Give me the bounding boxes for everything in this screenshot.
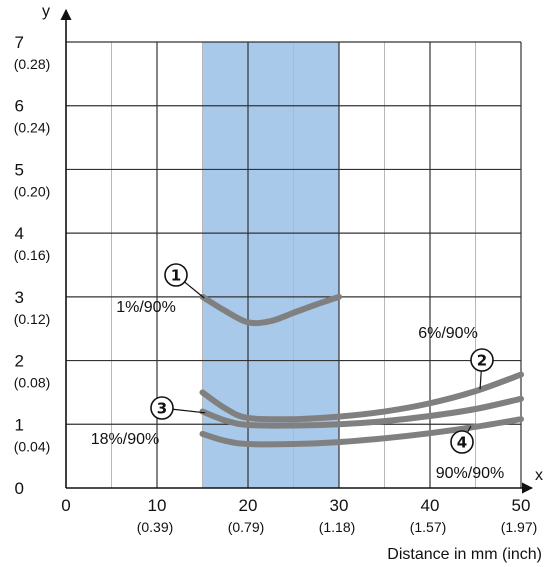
y-tick-sublabel: (0.24) bbox=[14, 120, 51, 136]
x-tick-sublabel: (1.18) bbox=[319, 519, 356, 535]
y-tick-sublabel: (0.08) bbox=[14, 375, 51, 391]
series-line-3 bbox=[199, 395, 524, 429]
axes-layer: 0 10(0.39)20(0.79)30(1.18)40(1.57)50(1.97… bbox=[14, 8, 538, 535]
highlight-band bbox=[202, 42, 339, 488]
callout-circle-1 bbox=[164, 263, 188, 287]
x-tick-sublabel: (0.39) bbox=[137, 519, 174, 535]
series-label-4: 90%/90% bbox=[436, 465, 505, 482]
callout-circle-2 bbox=[470, 348, 494, 372]
y-tick-label: 5 bbox=[15, 160, 24, 179]
x-tick-label: 20 bbox=[239, 496, 258, 515]
callout-circle-3 bbox=[150, 396, 174, 420]
series-label-2: 6%/90% bbox=[418, 325, 478, 342]
x-axis-letter: x bbox=[535, 467, 543, 484]
series-label-1: 1%/90% bbox=[116, 299, 176, 316]
series-line-2 bbox=[199, 371, 524, 423]
series-line-1 bbox=[199, 293, 342, 327]
x-tick-label: 30 bbox=[330, 496, 349, 515]
callout-number-3: 3 bbox=[157, 400, 167, 418]
callout-leader-2 bbox=[479, 370, 482, 390]
y-tick-sublabel: (0.04) bbox=[14, 438, 51, 454]
x-tick-label: 10 bbox=[148, 496, 167, 515]
y-tick-label: 0 bbox=[15, 479, 24, 498]
y-tick-label: 4 bbox=[15, 224, 24, 243]
x-tick-sublabel: (0.79) bbox=[228, 519, 265, 535]
x-tick-label: 0 bbox=[61, 496, 70, 515]
series-line-4 bbox=[199, 416, 524, 448]
callout-leader-1 bbox=[184, 281, 205, 299]
callout-number-4: 4 bbox=[457, 434, 467, 452]
y-axis-letter: y bbox=[42, 3, 50, 20]
y-tick-label: 7 bbox=[15, 33, 24, 52]
series-layer bbox=[199, 293, 524, 448]
x-tick-sublabel: (1.97) bbox=[501, 519, 538, 535]
x-tick-label: 50 bbox=[512, 496, 531, 515]
y-tick-label: 2 bbox=[15, 352, 24, 371]
x-axis-title: Distance in mm (inch) bbox=[387, 546, 542, 563]
callout-number-1: 1 bbox=[171, 267, 181, 285]
callout-circle-4 bbox=[450, 430, 474, 454]
callout-leader-3 bbox=[172, 408, 206, 414]
y-tick-sublabel: (0.20) bbox=[14, 183, 51, 199]
y-tick-label: 1 bbox=[15, 415, 24, 434]
y-tick-label: 6 bbox=[15, 97, 24, 116]
x-tick-label: 40 bbox=[421, 496, 440, 515]
callout-number-2: 2 bbox=[477, 352, 487, 370]
y-tick-sublabel: (0.16) bbox=[14, 247, 51, 263]
x-tick-sublabel: (1.57) bbox=[410, 519, 447, 535]
callout-leader-4 bbox=[466, 425, 472, 433]
highlight-band-layer bbox=[202, 42, 339, 488]
y-tick-sublabel: (0.12) bbox=[14, 311, 51, 327]
y-tick-label: 3 bbox=[15, 288, 24, 307]
annotation-layer: 1 1%/90% 2 6%/90% 3 18%/90% 4 90%/90% bbox=[91, 263, 505, 482]
series-label-3: 18%/90% bbox=[91, 431, 160, 448]
y-tick-sublabel: (0.28) bbox=[14, 56, 51, 72]
